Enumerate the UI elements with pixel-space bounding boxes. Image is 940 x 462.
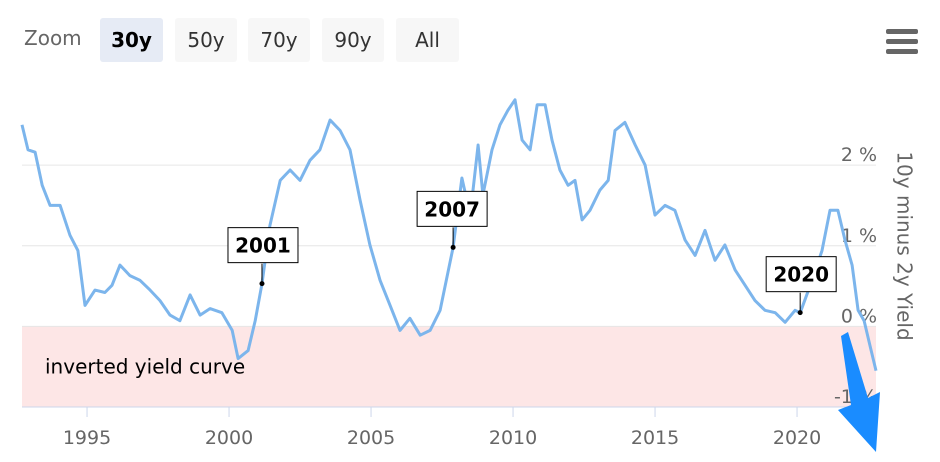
zoom-button[interactable]: 50y (175, 18, 237, 62)
annotation-point (797, 310, 803, 316)
annotation-box (765, 256, 837, 293)
x-tick-label: 2015 (631, 427, 679, 449)
annotation-box (227, 227, 299, 264)
zoom-button[interactable]: 90y (322, 18, 384, 62)
menu-icon[interactable] (886, 29, 918, 54)
annotation-box (416, 190, 488, 227)
x-tick-label: 2010 (489, 427, 537, 449)
annotation-label: 2020 (773, 263, 829, 287)
y-tick-label: -1 % (834, 386, 877, 408)
zoom-button[interactable]: All (396, 18, 459, 62)
annotation-point (450, 244, 456, 250)
x-tick-label: 2005 (347, 427, 395, 449)
zoom-button[interactable]: 30y (100, 18, 163, 62)
y-axis-title: 10y minus 2y Yield (893, 151, 917, 340)
y-tick-label: 1 % (841, 225, 877, 247)
zoom-label: Zoom (24, 26, 82, 50)
x-tick-label: 2000 (205, 427, 253, 449)
plot-band-label: inverted yield curve (45, 355, 245, 379)
annotation-label: 2001 (235, 234, 291, 258)
zoom-button[interactable]: 70y (248, 18, 310, 62)
plot-band (22, 326, 876, 407)
y-tick-label: 2 % (841, 144, 877, 166)
annotation-label: 2007 (424, 197, 480, 221)
x-tick-label: 1995 (63, 427, 111, 449)
x-tick-label: 2020 (773, 427, 821, 449)
annotation-point (259, 281, 265, 287)
y-tick-label: 0 % (841, 305, 877, 327)
